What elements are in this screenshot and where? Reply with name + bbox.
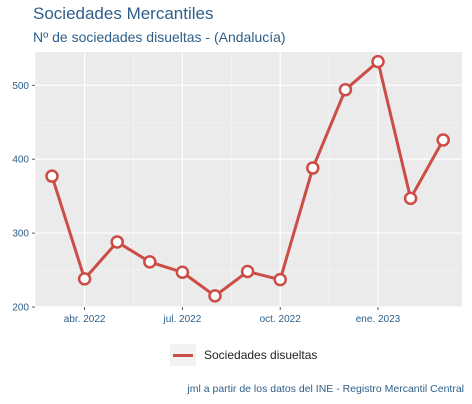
legend-label: Sociedades disueltas [204, 348, 318, 362]
chart-title: Sociedades Mercantiles [33, 4, 214, 23]
y-tick-label: 400 [12, 155, 29, 166]
data-point [240, 264, 255, 279]
data-point [338, 82, 353, 97]
y-tick-label: 300 [12, 229, 29, 240]
data-point [77, 272, 92, 286]
data-point [371, 54, 385, 69]
x-tick-label: oct. 2022 [260, 314, 302, 325]
data-point [273, 272, 287, 287]
data-point [45, 169, 59, 183]
plot-panel [35, 52, 462, 307]
legend: Sociedades disueltas [170, 344, 317, 366]
y-tick-label: 200 [12, 303, 29, 314]
data-point [110, 235, 124, 249]
data-point [403, 191, 418, 206]
chart-subtitle: Nº de sociedades disueltas - (Andalucía) [33, 29, 286, 45]
source-caption: jml a partir de los datos del INE - Regi… [187, 383, 464, 395]
x-tick-label: jul. 2022 [162, 314, 201, 325]
data-point [175, 265, 190, 280]
data-point [436, 133, 450, 147]
y-tick-label: 500 [12, 81, 29, 92]
legend-key-line [170, 344, 196, 366]
x-tick-label: abr. 2022 [64, 314, 106, 325]
data-point [208, 289, 222, 303]
x-tick-label: ene. 2023 [356, 314, 401, 325]
data-point [143, 255, 157, 269]
data-point [306, 161, 320, 175]
